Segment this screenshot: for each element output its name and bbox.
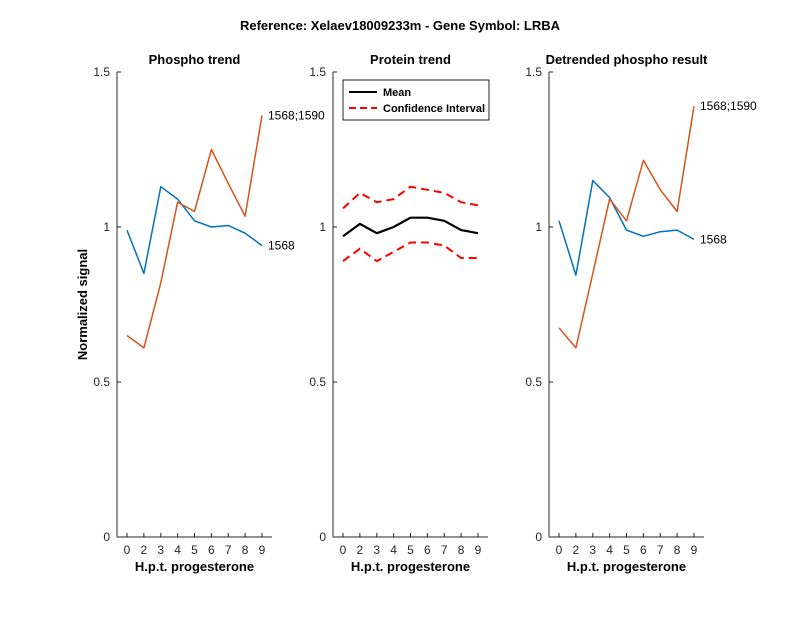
x-tick-label: 3	[373, 543, 380, 557]
series-end-label: 1568	[268, 239, 295, 253]
x-tick-label: 7	[657, 543, 664, 557]
series-end-label: 1568;1590	[268, 108, 325, 122]
x-tick-label: 5	[407, 543, 414, 557]
y-tick-label: 0	[319, 530, 326, 544]
x-tick-label: 0	[340, 543, 347, 557]
x-axis-label: H.p.t. progesterone	[567, 559, 686, 574]
x-tick-label: 4	[390, 543, 397, 557]
x-tick-label: 2	[573, 543, 580, 557]
series-end-label: 1568;1590	[700, 99, 757, 113]
y-tick-label: 0	[103, 530, 110, 544]
x-tick-label: 4	[174, 543, 181, 557]
x-tick-label: 5	[191, 543, 198, 557]
x-axis-label: H.p.t. progesterone	[351, 559, 470, 574]
x-tick-label: 8	[674, 543, 681, 557]
x-tick-label: 6	[640, 543, 647, 557]
x-tick-label: 7	[441, 543, 448, 557]
legend-box	[342, 79, 490, 121]
series-line-1568-1590	[126, 115, 263, 349]
series-line-1568	[126, 185, 263, 275]
legend-entry-label: Confidence Interval	[383, 103, 485, 115]
x-tick-label: 0	[556, 543, 563, 557]
y-axis-label: Normalized signal	[75, 249, 90, 360]
legend-entry-label: Mean	[383, 87, 411, 99]
x-axis-label: H.p.t. progesterone	[135, 559, 254, 574]
subplot-title: Phospho trend	[149, 52, 241, 67]
y-tick-label: 1.5	[525, 65, 542, 79]
series-line-1568-1590	[558, 105, 695, 349]
subplot-title: Detrended phospho result	[546, 52, 708, 67]
x-tick-label: 6	[208, 543, 215, 557]
figure-title: Reference: Xelaev18009233m - Gene Symbol…	[240, 18, 561, 33]
y-tick-label: 0.5	[525, 375, 542, 389]
x-tick-label: 8	[242, 543, 249, 557]
x-tick-label: 2	[357, 543, 364, 557]
x-tick-label: 9	[259, 543, 266, 557]
y-tick-label: 0.5	[93, 375, 110, 389]
series-line-confidence-interval	[342, 185, 479, 210]
y-tick-label: 1	[103, 220, 110, 234]
x-tick-label: 3	[589, 543, 596, 557]
x-tick-label: 4	[606, 543, 613, 557]
y-tick-label: 1	[535, 220, 542, 234]
x-tick-label: 9	[475, 543, 482, 557]
subplot-title: Protein trend	[370, 52, 451, 67]
series-end-label: 1568	[700, 232, 727, 246]
x-tick-label: 2	[141, 543, 148, 557]
x-tick-label: 9	[691, 543, 698, 557]
x-tick-label: 5	[623, 543, 630, 557]
x-tick-label: 0	[124, 543, 131, 557]
y-tick-label: 0.5	[309, 375, 326, 389]
series-line-confidence-interval-lower	[342, 241, 478, 263]
y-tick-label: 1	[319, 220, 326, 234]
y-tick-label: 0	[535, 530, 542, 544]
y-tick-label: 1.5	[93, 65, 110, 79]
x-tick-label: 8	[458, 543, 465, 557]
x-tick-label: 3	[157, 543, 164, 557]
x-tick-label: 6	[424, 543, 431, 557]
y-tick-label: 1.5	[309, 65, 326, 79]
series-line-mean	[342, 216, 479, 238]
series-line-1568	[558, 179, 695, 276]
x-tick-label: 7	[225, 543, 232, 557]
legend: Mean Confidence Interval	[342, 79, 490, 121]
